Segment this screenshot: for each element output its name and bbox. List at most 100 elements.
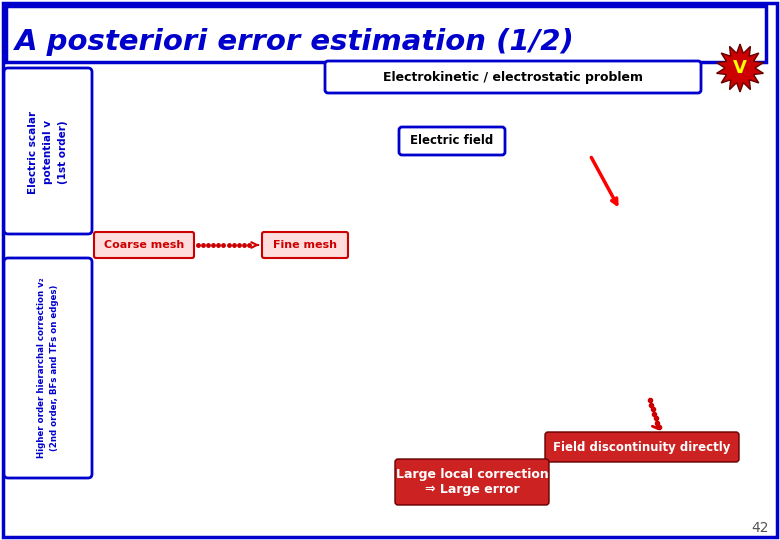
Correction eₚ xyxy=(758,416,768,423)
Bar xyxy=(94,144,363,145)
Bar xyxy=(94,105,363,107)
Bar xyxy=(94,183,363,185)
Text: Field discontinuity directly: Field discontinuity directly xyxy=(553,441,731,454)
Bar xyxy=(94,196,363,198)
Bar xyxy=(94,193,363,194)
Solution e xyxy=(555,281,565,288)
Solution e xyxy=(456,229,466,235)
Bar xyxy=(228,142,270,230)
Bar xyxy=(94,113,363,115)
Refined solution e + eₚ xyxy=(555,377,564,383)
Correction eₚ xyxy=(652,421,661,427)
Bar xyxy=(317,290,359,354)
Text: Y: Y xyxy=(365,281,370,287)
Bar xyxy=(94,80,363,82)
Solution e xyxy=(651,229,661,235)
Solution e xyxy=(417,303,426,309)
Bar xyxy=(94,140,363,142)
Bar xyxy=(94,137,363,139)
Bar xyxy=(94,110,363,112)
X-axis label: Position along top electrode (mm): Position along top electrode (mm) xyxy=(520,510,664,519)
Bar xyxy=(94,166,363,167)
Bar xyxy=(94,202,363,204)
Line: Correction eₚ: Correction eₚ xyxy=(421,374,763,488)
Correction eₚ xyxy=(491,484,501,491)
Refined solution e + eₚ xyxy=(729,377,739,384)
Text: x: x xyxy=(365,304,370,310)
Bar xyxy=(94,188,363,190)
Bar xyxy=(94,82,363,83)
Bar xyxy=(94,156,363,158)
Bar xyxy=(94,142,363,144)
Bar xyxy=(94,150,363,151)
Bar xyxy=(94,180,363,181)
Circle shape xyxy=(169,264,196,276)
Bar xyxy=(94,139,363,140)
Bar xyxy=(94,185,363,186)
Text: Electric field: Electric field xyxy=(410,134,494,147)
Bar xyxy=(515,72,686,73)
Refined solution e + eₚ xyxy=(417,335,426,342)
Correction eₚ xyxy=(690,434,699,440)
Bar xyxy=(94,191,363,193)
FancyBboxPatch shape xyxy=(545,432,739,462)
Solution e xyxy=(567,230,576,237)
Refined solution e + eₚ xyxy=(758,335,768,342)
Bar xyxy=(94,161,363,163)
Bar xyxy=(140,290,181,354)
Bar xyxy=(94,89,363,91)
Bar xyxy=(515,79,686,80)
Bar xyxy=(94,70,363,72)
Correction eₚ xyxy=(568,385,577,392)
Correction eₚ xyxy=(432,371,441,377)
Bar xyxy=(94,126,363,127)
Bar xyxy=(94,181,363,183)
Bar xyxy=(94,204,363,206)
Bar xyxy=(94,145,363,147)
Bar xyxy=(94,121,363,123)
Bar xyxy=(94,85,363,86)
Bar xyxy=(94,124,363,126)
Bar xyxy=(94,94,363,96)
Bar xyxy=(94,104,363,105)
Correction eₚ xyxy=(417,415,426,421)
Text: I: I xyxy=(365,293,367,299)
Bar xyxy=(94,147,363,149)
Solution e xyxy=(758,303,768,309)
FancyBboxPatch shape xyxy=(399,127,505,155)
Refined solution e + eₚ xyxy=(690,306,699,312)
Correction eₚ xyxy=(452,397,461,403)
FancyBboxPatch shape xyxy=(325,61,701,93)
Bar xyxy=(94,86,363,87)
Bar xyxy=(94,164,363,166)
Bar xyxy=(609,105,635,151)
Correction eₚ xyxy=(555,420,565,427)
Text: a-: a- xyxy=(688,123,695,129)
Bar xyxy=(94,131,363,132)
Bar xyxy=(94,212,363,213)
Bar xyxy=(549,105,575,151)
Circle shape xyxy=(96,259,134,275)
Bar xyxy=(94,174,363,176)
Correction eₚ xyxy=(683,416,693,422)
FancyBboxPatch shape xyxy=(4,68,92,234)
FancyBboxPatch shape xyxy=(4,258,92,478)
Bar xyxy=(94,97,363,99)
Bar xyxy=(94,167,363,169)
Bar xyxy=(515,80,686,82)
Bar xyxy=(94,220,363,221)
FancyBboxPatch shape xyxy=(3,3,777,537)
Solution e xyxy=(452,238,461,245)
Bar xyxy=(94,112,363,113)
Bar xyxy=(94,206,363,207)
Bar xyxy=(94,163,363,164)
Bar xyxy=(94,179,363,180)
Bar xyxy=(94,201,363,202)
Line: Solution e: Solution e xyxy=(421,232,763,306)
Bar xyxy=(94,117,363,118)
Bar xyxy=(94,83,363,85)
Bar xyxy=(94,223,363,225)
Bar xyxy=(228,290,270,354)
Bar xyxy=(94,136,363,137)
Bar xyxy=(94,226,363,228)
